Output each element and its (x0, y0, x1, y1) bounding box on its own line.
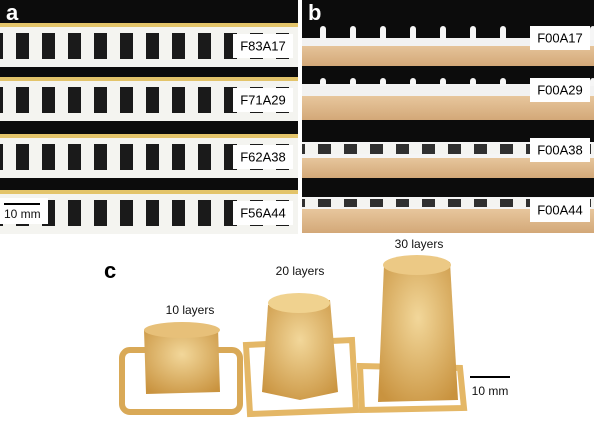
panel-c: c 10 layers 20 layers 30 layers 10 mm (104, 237, 510, 418)
sample-label: F83A17 (240, 38, 286, 53)
scale-label: 10 mm (4, 207, 41, 221)
panel-b: F00A17 F00A29 F00A38 F00A44 b (302, 0, 594, 233)
sample-strip: F00A38 (302, 138, 594, 178)
sample-strip: F83A17 (0, 23, 298, 67)
print-30-layers (356, 255, 468, 414)
panel-label: a (6, 0, 19, 25)
print-10-layers (119, 322, 243, 415)
scale-label: 10 mm (472, 384, 509, 398)
panel-a: F83A17 F71A29 F62A38 F56A44 10 mm a (0, 0, 298, 234)
sample-strip: F00A29 (302, 70, 594, 120)
sample-strip: F00A17 (302, 18, 594, 66)
sample-strip: F71A29 (0, 77, 298, 121)
sample-label: F71A29 (240, 92, 286, 107)
sample-label: F00A29 (537, 82, 583, 97)
sample-label: F62A38 (240, 149, 286, 164)
sample-strip: F62A38 (0, 134, 298, 178)
panel-label: c (104, 258, 116, 283)
sample-label: F00A38 (537, 142, 583, 157)
sample-strip: F56A44 (0, 190, 298, 234)
sample-label: F56A44 (240, 205, 286, 220)
sample-strip: F00A44 (302, 197, 594, 233)
sample-label: F00A44 (537, 202, 583, 217)
print-20-layers (242, 293, 360, 418)
panel-label: b (308, 0, 321, 25)
print-label: 20 layers (276, 264, 325, 278)
print-label: 10 layers (166, 303, 215, 317)
sample-label: F00A17 (537, 30, 583, 45)
print-label: 30 layers (395, 237, 444, 251)
